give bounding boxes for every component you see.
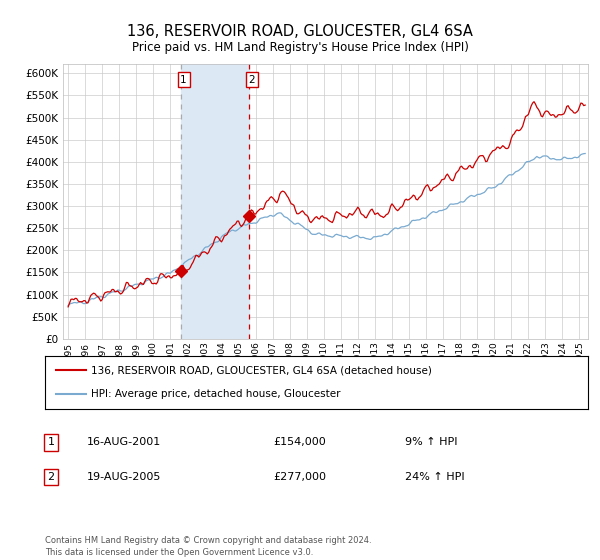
Text: £154,000: £154,000 bbox=[273, 437, 326, 447]
Text: 24% ↑ HPI: 24% ↑ HPI bbox=[405, 472, 464, 482]
Text: 9% ↑ HPI: 9% ↑ HPI bbox=[405, 437, 457, 447]
Text: 136, RESERVOIR ROAD, GLOUCESTER, GL4 6SA (detached house): 136, RESERVOIR ROAD, GLOUCESTER, GL4 6SA… bbox=[91, 366, 432, 376]
Text: 19-AUG-2005: 19-AUG-2005 bbox=[87, 472, 161, 482]
Text: HPI: Average price, detached house, Gloucester: HPI: Average price, detached house, Glou… bbox=[91, 389, 341, 399]
Text: Contains HM Land Registry data © Crown copyright and database right 2024.
This d: Contains HM Land Registry data © Crown c… bbox=[45, 536, 371, 557]
Text: 136, RESERVOIR ROAD, GLOUCESTER, GL4 6SA: 136, RESERVOIR ROAD, GLOUCESTER, GL4 6SA bbox=[127, 24, 473, 39]
Text: £277,000: £277,000 bbox=[273, 472, 326, 482]
Text: 2: 2 bbox=[47, 472, 55, 482]
Text: 2: 2 bbox=[248, 75, 255, 85]
Text: Price paid vs. HM Land Registry's House Price Index (HPI): Price paid vs. HM Land Registry's House … bbox=[131, 41, 469, 54]
Text: 1: 1 bbox=[47, 437, 55, 447]
Bar bbox=[181, 64, 249, 339]
Text: 1: 1 bbox=[180, 75, 187, 85]
Text: 16-AUG-2001: 16-AUG-2001 bbox=[87, 437, 161, 447]
